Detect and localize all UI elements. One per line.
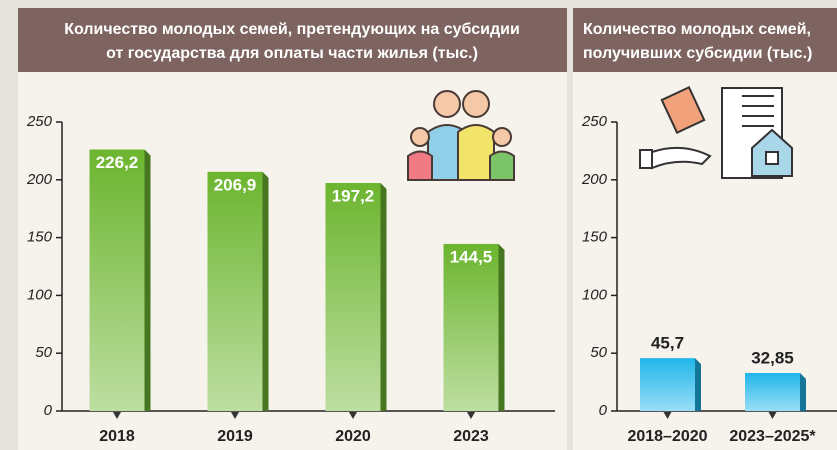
x-tick-label: 2020 <box>335 428 371 445</box>
bar <box>326 183 381 411</box>
chart-title: от государства для оплаты части жилья (т… <box>106 45 478 62</box>
value-label: 45,7 <box>651 334 684 353</box>
bar <box>640 358 695 411</box>
bar-side <box>381 183 387 411</box>
y-tick-label: 250 <box>26 113 53 130</box>
infographic: Количество молодых семей, претендующих н… <box>0 0 837 450</box>
y-tick-label: 250 <box>581 113 608 130</box>
y-tick-label: 100 <box>582 286 608 303</box>
y-tick-label: 100 <box>27 286 53 303</box>
y-tick-label: 50 <box>35 344 52 361</box>
y-tick-label: 200 <box>581 171 608 188</box>
left-title-bar <box>18 8 567 72</box>
x-tick-label: 2018–2020 <box>627 428 707 445</box>
value-label: 206,9 <box>214 175 257 194</box>
value-label: 144,5 <box>450 247 493 266</box>
chart-title: получивших субсидии (тыс.) <box>583 45 812 62</box>
right-title-bar <box>573 8 837 72</box>
y-tick-label: 150 <box>27 229 53 246</box>
bar-side <box>263 172 269 411</box>
value-label: 32,85 <box>751 349 794 368</box>
bar-side <box>499 244 505 411</box>
value-label: 226,2 <box>96 153 139 172</box>
x-tick-label: 2018 <box>99 428 135 445</box>
bar-side <box>695 358 701 411</box>
y-tick-label: 200 <box>26 171 53 188</box>
y-tick-label: 150 <box>582 229 608 246</box>
bar-side <box>145 150 151 411</box>
y-tick-label: 0 <box>599 402 608 419</box>
bar-side <box>800 373 806 411</box>
chart-title: Количество молодых семей, <box>583 21 811 38</box>
value-label: 197,2 <box>332 187 375 206</box>
x-tick-label: 2019 <box>217 428 253 445</box>
y-tick-label: 0 <box>44 402 53 419</box>
y-tick-label: 50 <box>590 344 607 361</box>
bar <box>90 150 145 411</box>
chart-title: Количество молодых семей, претендующих н… <box>64 21 520 38</box>
x-tick-label: 2023–2025* <box>729 428 816 445</box>
bar <box>444 244 499 411</box>
bar <box>745 373 800 411</box>
x-tick-label: 2023 <box>453 428 489 445</box>
bar <box>208 172 263 411</box>
